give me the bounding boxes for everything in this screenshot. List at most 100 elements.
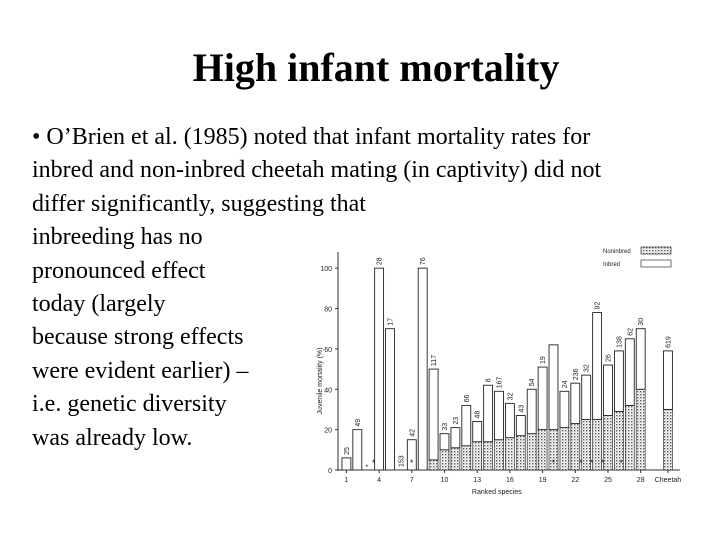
bar-inbred (439, 433, 450, 451)
bar-inbred (472, 421, 483, 443)
y-tick-label: 60 (324, 347, 332, 354)
bar-sample-label: 92 (595, 302, 602, 310)
bar-inbred (515, 415, 526, 437)
bar-sample-label: 167 (497, 376, 504, 388)
bar-inbred (504, 402, 515, 439)
slide-body-text: • O’Brien et al. (1985) noted that infan… (32, 121, 601, 455)
bar-sample-label: 49 (355, 419, 362, 427)
significance-marker: * (590, 458, 594, 468)
body-line: pronounced effect (32, 257, 206, 284)
legend-swatch-noninbred (640, 246, 672, 255)
bar-sample-label: 26 (606, 354, 613, 362)
legend-label: Inbred (603, 262, 620, 268)
bar-noninbred (439, 449, 450, 471)
body-line: because strong effects (32, 324, 244, 351)
y-tick-label: 20 (324, 428, 332, 435)
bar-sample-label: * (366, 464, 373, 467)
bar-inbred (559, 390, 570, 429)
significance-marker: * (410, 458, 414, 468)
bar-sample-label: 54 (529, 378, 536, 386)
bar-sample-label: 17 (388, 318, 395, 326)
x-tick-label: 19 (539, 477, 547, 484)
significance-marker: * (601, 458, 605, 468)
bar-sample-label: 76 (420, 257, 427, 265)
bar-noninbred (624, 405, 635, 471)
x-tick-label: Cheetah (655, 477, 682, 484)
bar-sample-label: 32 (584, 364, 591, 372)
x-tick-label: 28 (637, 477, 645, 484)
bar-noninbred (515, 435, 526, 471)
bar-sample-label: 117 (431, 355, 438, 366)
bar-inbred (548, 344, 559, 431)
bar-noninbred (483, 441, 493, 471)
y-tick-label: 100 (320, 266, 332, 273)
bar-inbred (537, 366, 548, 431)
body-line: i.e. genetic diversity (32, 391, 227, 418)
bar-inbred (406, 439, 417, 471)
y-tick-label: 40 (324, 387, 332, 394)
body-line: • O’Brien et al. (1985) noted that infan… (32, 124, 591, 150)
bar-inbred (570, 382, 581, 425)
y-tick-label: 80 (324, 307, 332, 314)
bar-sample-label: 43 (518, 405, 525, 413)
significance-marker: * (579, 458, 583, 468)
bar-sample-label: 42 (409, 429, 416, 437)
body-line: were evident earlier) – (32, 357, 249, 384)
legend-label: Noninbred (603, 249, 631, 255)
bar-noninbred (603, 415, 613, 471)
bar-inbred (417, 267, 428, 471)
bar-sample-label: 30 (638, 318, 645, 326)
x-tick-label: 16 (506, 477, 514, 484)
bar-noninbred (663, 409, 673, 471)
bar-sample-label: 8 (486, 378, 493, 382)
bar-inbred (581, 374, 592, 420)
bar-noninbred (526, 433, 537, 471)
bar-noninbred (505, 437, 515, 471)
bar-noninbred (635, 388, 646, 471)
x-axis-label: Ranked species (472, 489, 522, 496)
bar-inbred (483, 384, 494, 443)
bar-inbred (352, 429, 363, 471)
x-tick-label: 1 (344, 477, 348, 484)
bar-inbred (603, 364, 613, 416)
bar-sample-label: 24 (562, 380, 569, 388)
bar-inbred (613, 350, 624, 412)
x-tick-label: 13 (473, 477, 481, 484)
bar-inbred (494, 390, 504, 441)
bar-noninbred (428, 459, 439, 471)
bar-sample-label: 23 (453, 417, 460, 425)
bar-noninbred (537, 429, 548, 471)
body-line: was already low. (32, 424, 193, 451)
bar-sample-label: 138 (616, 336, 623, 348)
body-line: differ significantly, suggesting that (32, 190, 366, 217)
body-line: inbreeding has no (32, 224, 203, 251)
bar-noninbred (472, 441, 483, 471)
bar-sample-label: 19 (540, 356, 547, 364)
bar-noninbred (450, 447, 461, 471)
significance-marker: * (372, 458, 376, 468)
bar-inbred (428, 368, 439, 461)
bar-sample-label: 25 (344, 447, 351, 455)
y-tick-label: 0 (328, 468, 332, 475)
bar-sample-label: 32 (507, 392, 514, 400)
bar-sample-label: 48 (475, 411, 482, 419)
bar-sample-label: 62 (627, 328, 634, 336)
bar-sample-label: 28 (377, 257, 384, 265)
bar-inbred (450, 427, 461, 449)
slide-title: High infant mortality (192, 45, 560, 90)
bar-inbred (341, 457, 352, 471)
y-axis-label: Juvenile mortality (%) (317, 348, 324, 415)
x-tick-label: 25 (604, 477, 612, 484)
bar-inbred (461, 404, 472, 447)
bar-noninbred (461, 445, 472, 471)
bar-inbred (526, 388, 537, 435)
significance-marker: * (619, 458, 623, 468)
bar-inbred (385, 328, 395, 471)
bar-sample-label: 619 (665, 336, 672, 348)
bar-sample-label: 33 (442, 423, 449, 431)
x-tick-label: 4 (377, 477, 381, 484)
bar-sample-label: 153 (398, 455, 405, 467)
body-line: inbred and non-inbred cheetah mating (in… (32, 157, 602, 184)
bar-sample-label: 66 (464, 395, 471, 403)
x-tick-label: 7 (410, 477, 414, 484)
